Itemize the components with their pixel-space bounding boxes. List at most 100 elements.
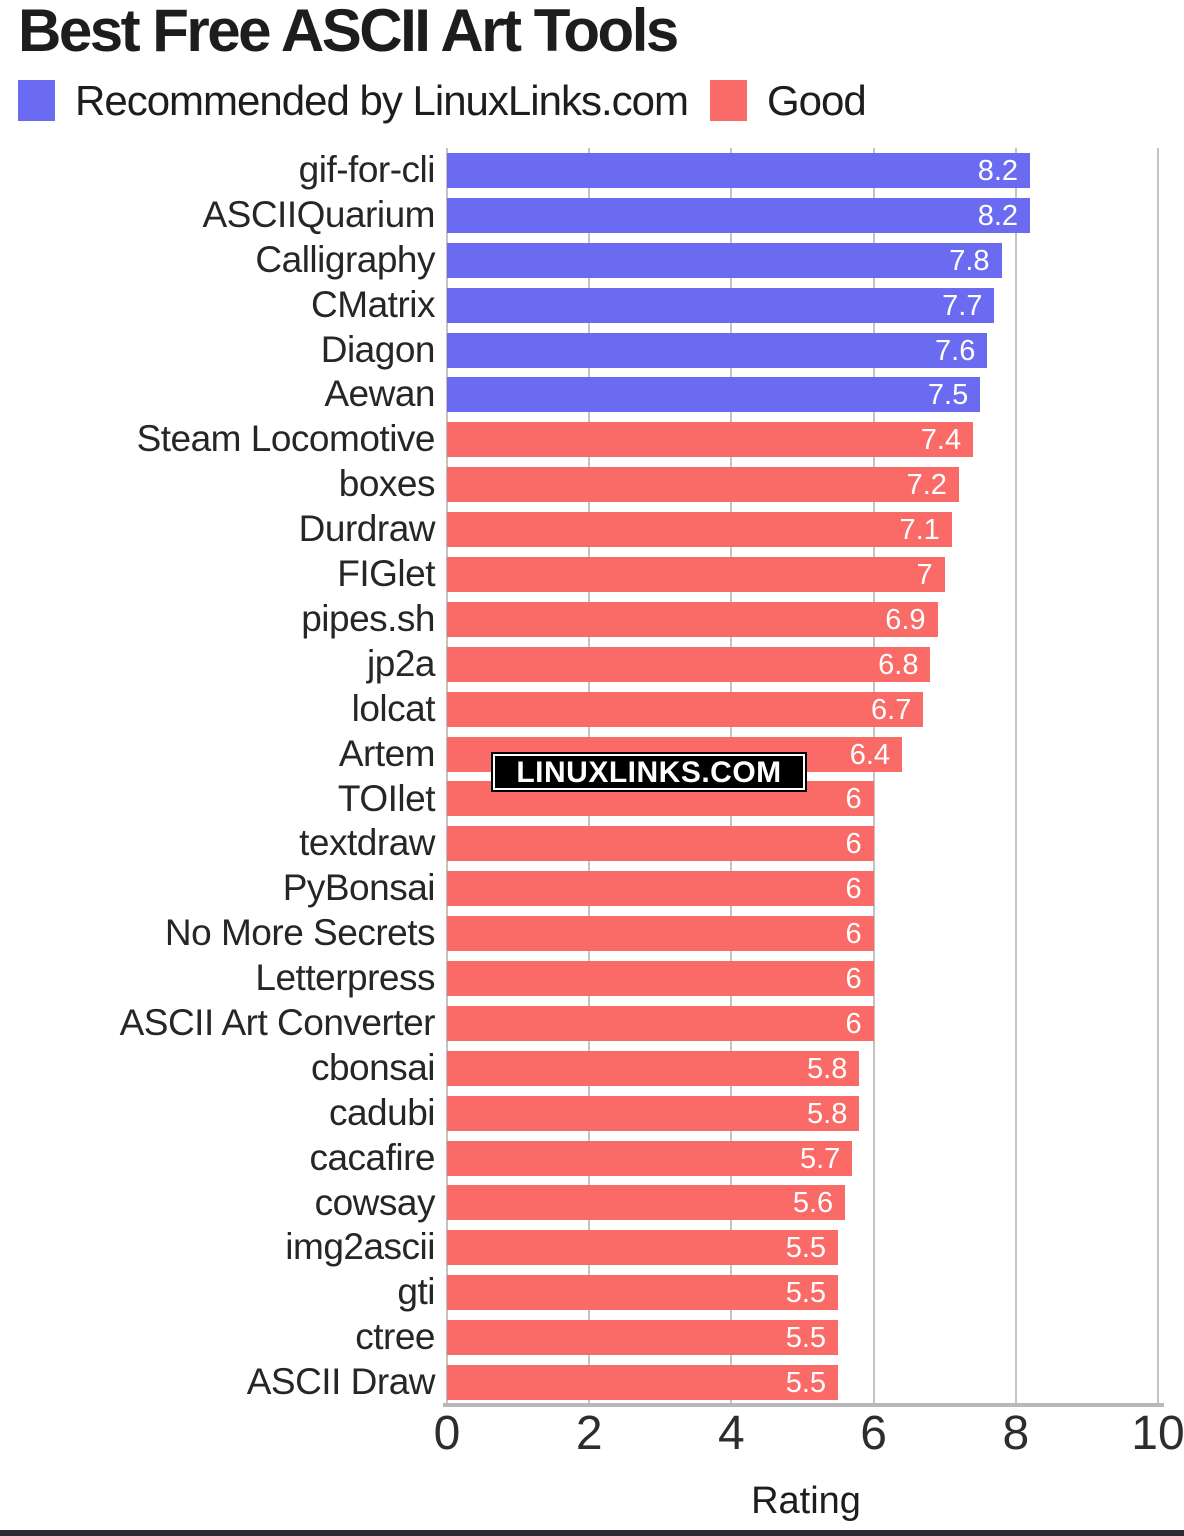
legend-label-good: Good	[766, 77, 867, 124]
legend: Recommended by LinuxLinks.com Good	[18, 77, 888, 124]
category-label: PyBonsai	[282, 867, 436, 909]
watermark: LINUXLINKS.COM	[493, 754, 805, 790]
bar: 6	[447, 1005, 874, 1041]
bar-value-label: 7.8	[949, 244, 990, 277]
bar-value-label: 7.1	[899, 514, 940, 547]
category-label: jp2a	[367, 642, 435, 684]
bar-value-label: 6	[845, 1007, 862, 1040]
category-label: cowsay	[314, 1181, 436, 1223]
bar: 6	[447, 871, 874, 907]
category-label: Calligraphy	[255, 238, 435, 280]
bar: 5.8	[447, 1095, 860, 1131]
category-label: cbonsai	[310, 1046, 436, 1088]
bar: 5.6	[447, 1185, 846, 1221]
bar-value-label: 6.8	[878, 648, 919, 681]
category-label: gti	[397, 1271, 435, 1313]
category-label: cadubi	[328, 1091, 436, 1133]
bar-value-label: 7.4	[920, 424, 962, 457]
bar-value-label: 6.9	[885, 603, 926, 636]
bar-value-label: 8.2	[977, 154, 1019, 187]
bar: 5.7	[447, 1140, 853, 1176]
bar-value-label: 6	[845, 963, 862, 996]
bar: 7.6	[447, 332, 988, 368]
bar: 7.8	[447, 242, 1002, 278]
bar-value-label: 5.5	[785, 1367, 827, 1400]
footer-bar	[0, 1530, 1184, 1536]
bar: 5.5	[447, 1320, 839, 1356]
bar-value-label: 6.7	[871, 693, 912, 726]
bar: 5.5	[447, 1365, 839, 1401]
bar: 6	[447, 916, 874, 952]
bar-value-label: 6	[845, 783, 862, 816]
bar-value-label: 7.2	[906, 469, 947, 502]
category-label: Steam Locomotive	[136, 418, 436, 460]
bar-value-label: 7	[916, 558, 933, 591]
x-tick-label: 2	[575, 1407, 603, 1460]
bar: 6	[447, 961, 874, 997]
category-label: FIGlet	[337, 553, 435, 595]
bar-value-label: 5.5	[785, 1232, 827, 1265]
bar-value-label: 6	[845, 873, 862, 906]
category-label: Diagon	[320, 328, 436, 370]
category-label: boxes	[338, 463, 436, 505]
bar-value-label: 8.2	[977, 199, 1019, 232]
category-label: pipes.sh	[301, 597, 435, 639]
bar: 7.1	[447, 512, 952, 548]
category-label: ASCII Draw	[246, 1361, 436, 1403]
bar-value-label: 5.7	[799, 1142, 841, 1175]
bar: 8.2	[447, 197, 1031, 233]
bar-value-label: 7.5	[927, 379, 969, 412]
legend-swatch-recommended	[18, 80, 55, 121]
category-label: gif-for-cli	[298, 149, 436, 190]
category-label: Aewan	[324, 373, 435, 415]
x-tick-label: 8	[1002, 1407, 1030, 1460]
x-axis-title: Rating	[751, 1480, 861, 1522]
category-label: lolcat	[351, 687, 436, 729]
x-tick-label: 10	[1131, 1407, 1184, 1460]
bar: 8.2	[447, 152, 1031, 188]
x-axis-line	[443, 1403, 1164, 1407]
bar-value-label: 5.6	[792, 1187, 834, 1220]
bar: 7	[447, 556, 945, 592]
bar-value-label: 5.5	[785, 1322, 827, 1355]
bar-value-label: 6	[845, 828, 862, 861]
category-label: img2ascii	[285, 1226, 435, 1268]
category-label: Letterpress	[255, 957, 435, 999]
bar: 5.5	[447, 1230, 839, 1266]
category-label: No More Secrets	[164, 912, 436, 954]
bar: 7.7	[447, 287, 995, 323]
category-label: Artem	[338, 732, 436, 774]
category-label: TOIlet	[337, 777, 436, 819]
gridline	[872, 148, 875, 1405]
category-label: Durdraw	[298, 508, 436, 550]
category-label: ASCIIQuarium	[202, 193, 435, 235]
bar: 7.2	[447, 467, 959, 503]
chart-title: Best Free ASCII Art Tools	[18, 0, 679, 64]
bar-value-label: 5.5	[785, 1277, 827, 1310]
x-tick-label: 0	[433, 1407, 461, 1460]
category-label: textdraw	[299, 822, 435, 864]
bar-value-label: 7.6	[935, 334, 976, 367]
bar: 6	[447, 826, 874, 862]
bar: 6.8	[447, 646, 931, 682]
bar: 6.7	[447, 691, 924, 727]
x-tick-label: 6	[860, 1407, 887, 1460]
gridline	[1157, 148, 1159, 1405]
bar-value-label: 6.4	[849, 738, 891, 771]
x-tick-label: 4	[718, 1407, 745, 1460]
bar-value-label: 5.8	[807, 1052, 848, 1085]
category-label: CMatrix	[311, 283, 435, 325]
legend-swatch-good	[709, 80, 747, 121]
bar: 5.8	[447, 1050, 860, 1086]
bar-value-label: 5.8	[807, 1097, 848, 1130]
category-label: ASCII Art Converter	[119, 1001, 436, 1043]
category-label: cacafire	[309, 1136, 435, 1178]
gridline	[446, 148, 448, 1405]
bar-value-label: 7.7	[942, 289, 983, 322]
category-label: ctree	[355, 1316, 435, 1358]
bar: 6.9	[447, 601, 938, 637]
legend-label-recommended: Recommended by LinuxLinks.com	[75, 77, 689, 124]
bar: 7.4	[447, 422, 974, 458]
